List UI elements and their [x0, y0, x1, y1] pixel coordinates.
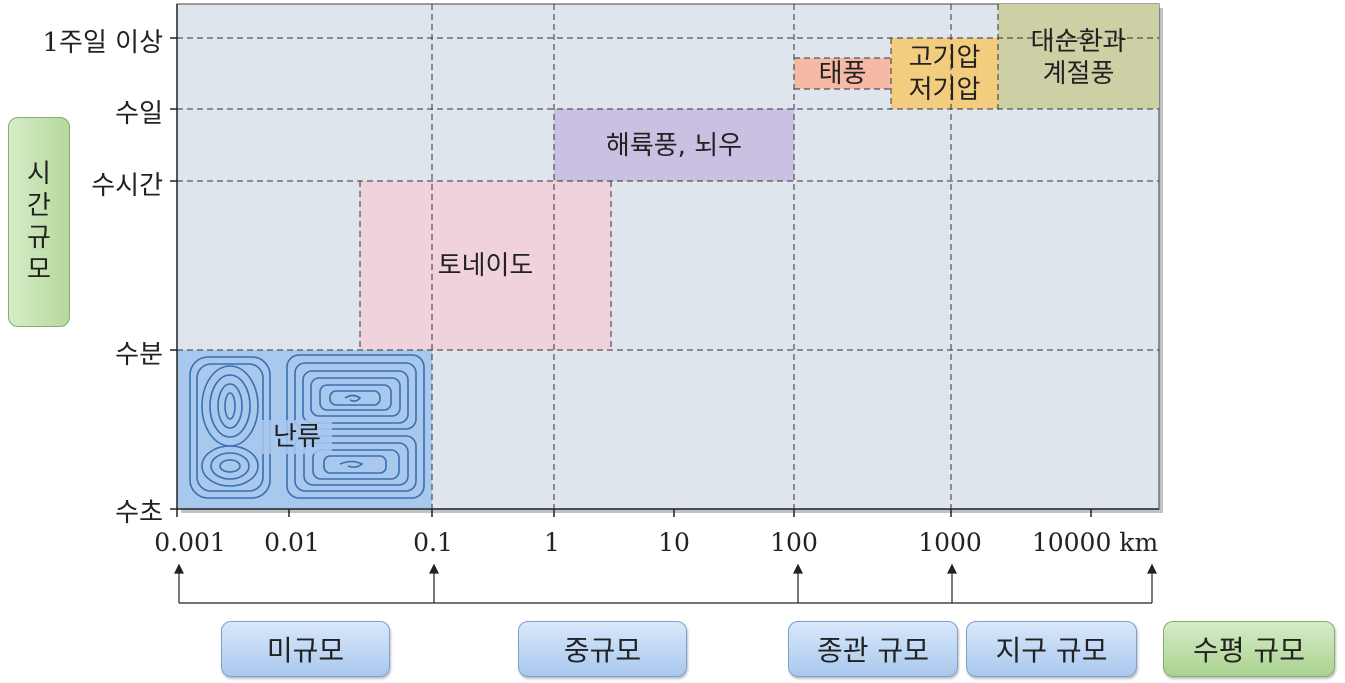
- x-tick-10000-km: 10000 km: [1031, 528, 1159, 557]
- turbulence-spirals-icon: [189, 354, 425, 499]
- label-typhoon: 태풍: [818, 58, 867, 89]
- y-tick-minutes: 수분: [115, 340, 163, 370]
- pill-synoptic-scale: 종관 규모: [788, 621, 958, 677]
- label-tornado: 토네이도: [437, 251, 534, 281]
- x-tick-0001: 0.001: [154, 528, 226, 557]
- grid-lines: [177, 4, 1159, 509]
- x-tick-10: 10: [658, 528, 690, 557]
- x-tick-100: 100: [770, 528, 818, 557]
- y-title-char: 시: [27, 159, 51, 189]
- pill-global-scale: 지구 규모: [966, 621, 1137, 677]
- y-tick-days: 수일: [115, 99, 163, 129]
- y-tick-seconds: 수초: [115, 498, 163, 528]
- x-tick-1: 1: [544, 528, 560, 557]
- block-typhoon: [794, 58, 891, 89]
- scale-bracket: [174, 563, 1157, 604]
- y-axis-title: 시 간 규 모: [8, 117, 70, 327]
- block-general-circulation: [998, 4, 1159, 109]
- label-high-low-pressure: 고기압 저기압: [908, 42, 981, 105]
- x-axis-title: 수평 규모: [1163, 621, 1335, 677]
- axes: [170, 4, 1159, 517]
- label-turbulence: 난류: [262, 420, 332, 454]
- block-tornado: [360, 181, 611, 350]
- y-title-char: 규: [27, 223, 51, 253]
- y-title-char: 모: [27, 255, 51, 285]
- label-sea-breeze-thunderstorm: 해륙풍, 뇌우: [605, 131, 743, 161]
- pill-microscale: 미규모: [221, 621, 390, 677]
- x-tick-001: 0.01: [264, 528, 320, 557]
- y-tick-hours: 수시간: [91, 171, 163, 201]
- x-tick-1000: 1000: [918, 528, 982, 557]
- block-sea-breeze: [554, 109, 794, 181]
- block-pressure-systems: [891, 38, 998, 109]
- y-tick-week: 1주일 이상: [42, 28, 164, 58]
- pill-mesoscale: 중규모: [518, 621, 687, 677]
- y-title-char: 간: [27, 191, 51, 221]
- label-general-circulation-monsoon: 대순환과 계절풍: [1030, 27, 1127, 89]
- x-tick-01: 0.1: [413, 528, 453, 557]
